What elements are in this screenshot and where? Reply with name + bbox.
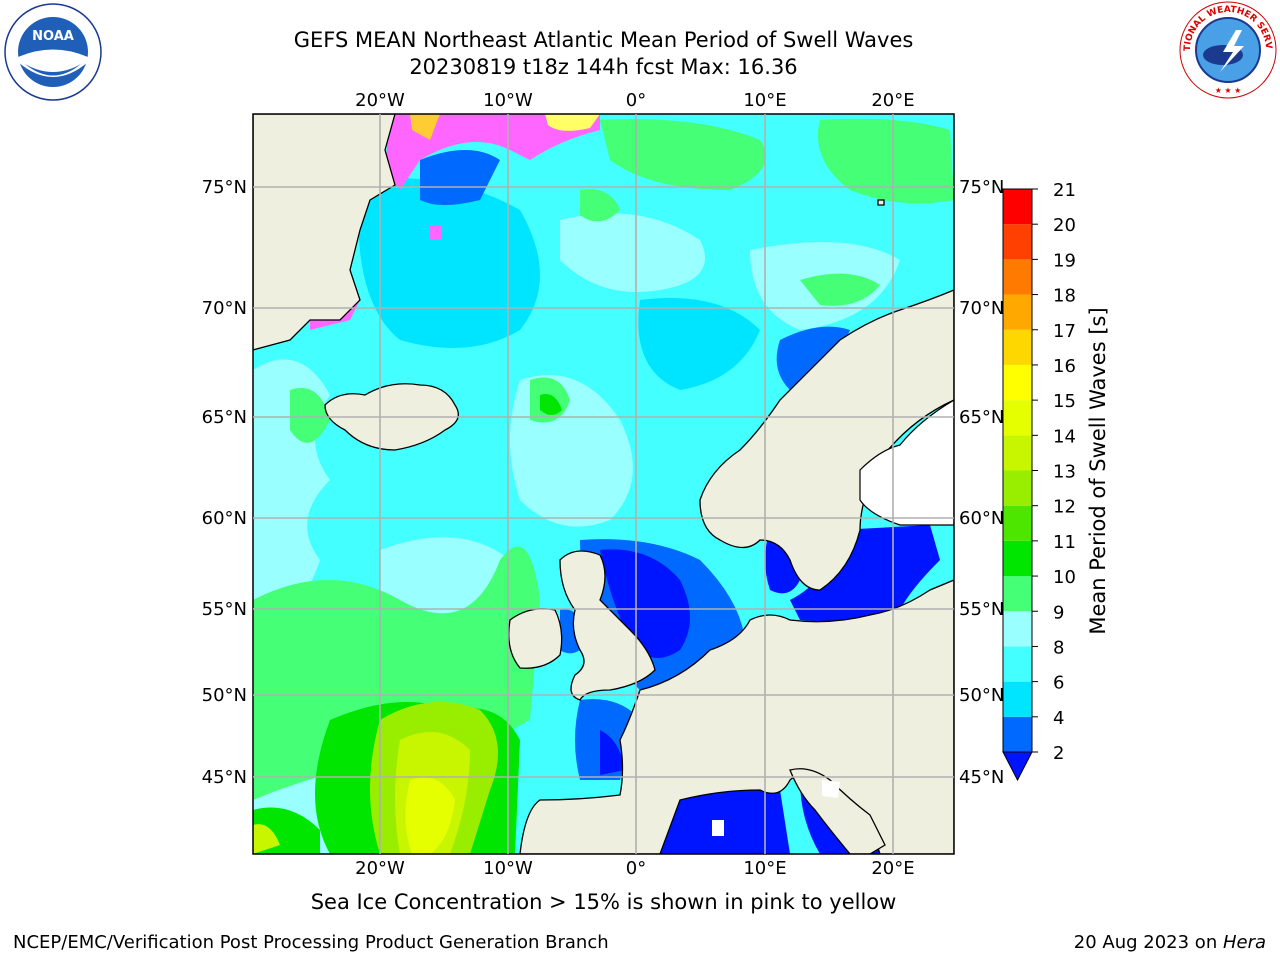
- lat-label-right: 60°N: [959, 508, 1004, 529]
- colorbar-segment: [1003, 505, 1032, 541]
- lon-label-bottom: 10°W: [483, 858, 533, 879]
- ireland-land: [508, 608, 563, 669]
- colorbar-segment: [1003, 646, 1032, 682]
- lat-label-left: 50°N: [202, 685, 247, 706]
- chart-title: GEFS MEAN Northeast Atlantic Mean Period…: [293, 28, 914, 52]
- lat-label-right: 45°N: [959, 767, 1004, 788]
- colorbar-segment: [1003, 611, 1032, 647]
- colorbar-segment: [1003, 224, 1032, 260]
- lon-label-bottom: 0°: [626, 858, 646, 879]
- colorbar-segment: [1003, 576, 1032, 612]
- map-panel: [253, 114, 954, 854]
- lat-label-right: 50°N: [959, 685, 1004, 706]
- lon-label-bottom: 10°E: [743, 858, 786, 879]
- noaa-logo: NOAA: [4, 3, 102, 101]
- colorbar-segment: [1003, 294, 1032, 330]
- italy-land: [789, 768, 886, 854]
- lat-label-left: 70°N: [202, 298, 247, 319]
- lon-label-top: 20°E: [871, 90, 914, 111]
- swell-4-6s-region: [358, 178, 540, 348]
- colorbar-tick-label: 19: [1053, 250, 1076, 271]
- lat-label-left: 55°N: [202, 599, 247, 620]
- colorbar-tick-label: 2: [1053, 743, 1064, 764]
- lon-label-top: 0°: [626, 90, 646, 111]
- colorbar-tick-label: 12: [1053, 497, 1076, 518]
- land-masses: [253, 114, 954, 854]
- footer-producer: NCEP/EMC/Verification Post Processing Pr…: [13, 932, 609, 953]
- colorbar-segment: [1003, 716, 1032, 752]
- lon-label-top: 20°W: [355, 90, 405, 111]
- colorbar-segment: [1003, 259, 1032, 295]
- colorbar-tick-label: 8: [1053, 637, 1064, 658]
- colorbar-segment: [1003, 329, 1032, 365]
- scandinavia-land: [699, 289, 954, 591]
- lat-label-left: 60°N: [202, 508, 247, 529]
- footer-date: 20 Aug 2023 on Hera: [1074, 932, 1266, 953]
- footer-date-text: 20 Aug 2023 on: [1073, 932, 1223, 953]
- colorbar-tick-label: 17: [1053, 321, 1076, 342]
- colorbar-segment: [1003, 435, 1032, 471]
- lat-label-left: 45°N: [202, 767, 247, 788]
- graticule: [253, 114, 954, 854]
- colorbar-label: Mean Period of Swell Waves [s]: [1086, 307, 1110, 634]
- lon-label-top: 10°E: [743, 90, 786, 111]
- colorbar-tick-label: 9: [1053, 602, 1064, 623]
- colorbar-segment: [1003, 400, 1032, 436]
- colorbar-tick-label: 6: [1053, 673, 1064, 694]
- noaa-logo-text: NOAA: [32, 29, 74, 44]
- lat-label-left: 75°N: [202, 177, 247, 198]
- nws-logo: NATIONAL WEATHER SERVICE ★ ★ ★: [1178, 0, 1277, 99]
- lat-label-left: 65°N: [202, 407, 247, 428]
- colorbar-segment: [1003, 540, 1032, 577]
- great-britain-land: [559, 550, 656, 701]
- colorbar-tick-label: 15: [1053, 391, 1076, 412]
- colorbar-segment: [1003, 470, 1032, 506]
- colorbar-tick-label: 16: [1053, 356, 1076, 377]
- sea-ice-region: [385, 114, 600, 190]
- colorbar-tick-label: 18: [1053, 286, 1076, 307]
- colorbar-tick-label: 13: [1053, 462, 1076, 483]
- svg-text:★ ★ ★: ★ ★ ★: [1215, 86, 1242, 95]
- colorbar-extension: [1002, 751, 1033, 782]
- colorbar-segment: [1003, 681, 1032, 717]
- colorbar-tick-label: 4: [1053, 708, 1064, 729]
- colorbar-tick-label: 20: [1053, 215, 1076, 236]
- lat-label-right: 70°N: [959, 298, 1004, 319]
- chart-subtitle: 20230819 t18z 144h fcst Max: 16.36: [409, 55, 798, 79]
- colorbar-tick-label: 14: [1053, 426, 1076, 447]
- greenland-land: [253, 114, 396, 351]
- lon-label-bottom: 20°W: [355, 858, 405, 879]
- colorbar-segment: [1003, 364, 1032, 401]
- colorbar-segment: [1003, 189, 1032, 225]
- sea-ice-caption: Sea Ice Concentration > 15% is shown in …: [310, 890, 897, 914]
- lat-label-right: 75°N: [959, 177, 1004, 198]
- colorbar-tick-label: 10: [1053, 567, 1076, 588]
- lat-label-right: 65°N: [959, 407, 1004, 428]
- colorbar-tick-label: 21: [1053, 180, 1076, 201]
- gulf-of-bothnia-icefree: [859, 399, 954, 526]
- lon-label-bottom: 20°E: [871, 858, 914, 879]
- lon-label-top: 10°W: [483, 90, 533, 111]
- lat-label-right: 55°N: [959, 599, 1004, 620]
- footer-host: Hera: [1222, 932, 1266, 953]
- map-frame: [252, 113, 955, 855]
- colorbar: 2 4 6 8 9 10 11 12 13 14 15 16 17 18 19 20 21: [1002, 180, 1076, 782]
- colorbar-tick-label: 11: [1053, 532, 1076, 553]
